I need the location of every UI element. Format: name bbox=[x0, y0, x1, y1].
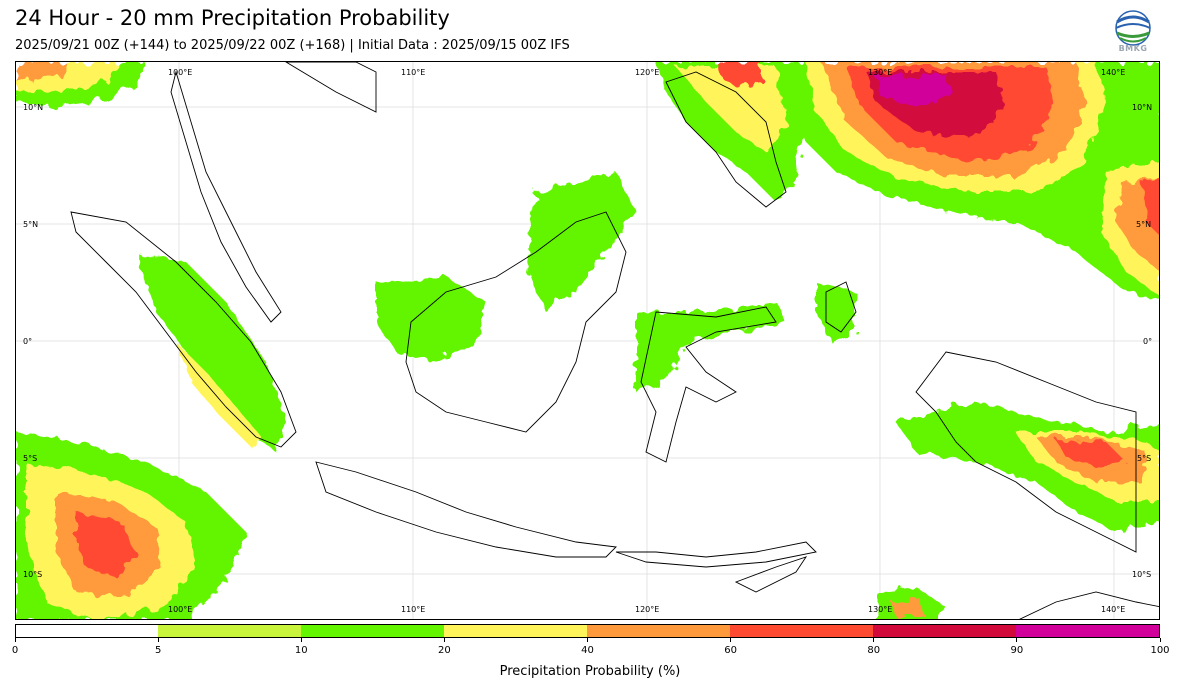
lat-label-left-0: 0° bbox=[23, 337, 33, 346]
logo-text: BMKG bbox=[1118, 44, 1148, 53]
field-sumatra-green bbox=[136, 252, 286, 452]
field-sw-red bbox=[76, 512, 136, 577]
lon-label-top-140: 140°E bbox=[1101, 68, 1126, 77]
coast-halmahera bbox=[825, 281, 857, 333]
lon-label-bottom-110: 110°E bbox=[401, 605, 426, 614]
field-sulawesi-green bbox=[636, 302, 786, 392]
colorbar-segment bbox=[873, 625, 1016, 637]
lon-label-top-110: 110°E bbox=[401, 68, 426, 77]
field-nw-orange bbox=[16, 62, 66, 80]
coast-philippines bbox=[665, 71, 787, 208]
coast-australia bbox=[1019, 591, 1159, 619]
field-maluku-green bbox=[816, 282, 856, 342]
coastlines bbox=[70, 62, 1159, 619]
colorbar-tick-mark bbox=[300, 638, 302, 642]
colorbar-tick-label: 100 bbox=[1150, 645, 1170, 656]
colorbar-tick-label: 0 bbox=[11, 645, 19, 656]
lat-label-right-10n: 10°N bbox=[1132, 103, 1153, 112]
colorbar-tick-label: 60 bbox=[724, 645, 737, 656]
field-borneo-n-green bbox=[526, 172, 636, 312]
colorbar-segment bbox=[158, 625, 301, 637]
lat-label-right-5n: 5°N bbox=[1136, 220, 1152, 229]
lon-label-bottom-140: 140°E bbox=[1101, 605, 1126, 614]
lon-label-top-130: 130°E bbox=[868, 68, 893, 77]
field-timor-orange bbox=[891, 600, 926, 617]
coast-borneo bbox=[405, 211, 627, 433]
coast-indochina bbox=[285, 62, 377, 113]
lon-label-top-120: 120°E bbox=[635, 68, 660, 77]
lon-label-bottom-130: 130°E bbox=[868, 605, 893, 614]
field-ph-red bbox=[716, 62, 761, 87]
colorbar-tick-mark bbox=[873, 638, 875, 642]
colorbar bbox=[15, 624, 1160, 638]
colorbar-tick-mark bbox=[587, 638, 588, 642]
colorbar-label: Precipitation Probability (%) bbox=[499, 664, 681, 679]
lat-label-right-0: 0° bbox=[1143, 337, 1153, 346]
lat-label-left-5s: 5°S bbox=[23, 454, 38, 463]
colorbar-tick-label: 20 bbox=[438, 645, 451, 656]
colorbar-segment bbox=[444, 625, 587, 637]
colorbar-segment bbox=[587, 625, 730, 637]
field-papua-red bbox=[1056, 440, 1126, 467]
coast-malay-peninsula bbox=[170, 70, 282, 323]
colorbar-tick-label: 40 bbox=[581, 645, 594, 656]
lat-label-left-10s: 10°S bbox=[23, 570, 43, 579]
colorbar-segment bbox=[730, 625, 873, 637]
colorbar-tick-label: 90 bbox=[1010, 645, 1024, 656]
coast-sumatra bbox=[70, 211, 297, 448]
colorbar-tick-mark bbox=[443, 638, 445, 642]
colorbar-tick-label: 80 bbox=[867, 645, 881, 656]
colorbar-segment bbox=[301, 625, 444, 637]
lat-label-left-10n: 10°N bbox=[23, 103, 44, 112]
lon-label-top-100: 100°E bbox=[168, 68, 193, 77]
lon-label-bottom-120: 120°E bbox=[635, 605, 660, 614]
colorbar-segment bbox=[16, 625, 158, 637]
lon-label-bottom-100: 100°E bbox=[168, 605, 193, 614]
colorbar-tick-mark bbox=[1159, 638, 1161, 642]
field-east-red bbox=[1141, 177, 1159, 235]
lat-label-right-10s: 10°S bbox=[1132, 570, 1152, 579]
coast-papua bbox=[915, 351, 1137, 553]
lat-label-left-5n: 5°N bbox=[23, 220, 39, 229]
colorbar-tick-mark bbox=[14, 638, 16, 642]
colorbar-tick-mark bbox=[730, 638, 732, 642]
coast-timor bbox=[734, 556, 808, 593]
precipitation-map: 100°E 110°E 120°E 130°E 140°E 100°E 110°… bbox=[15, 61, 1160, 620]
map-subtitle: 2025/09/21 00Z (+144) to 2025/09/22 00Z … bbox=[15, 38, 570, 53]
colorbar-tick-mark bbox=[157, 638, 159, 642]
colorbar-segment bbox=[1016, 625, 1159, 637]
field-ph-yellow bbox=[676, 67, 786, 152]
lat-label-right-5s: 5°S bbox=[1137, 454, 1152, 463]
coast-sulawesi bbox=[640, 306, 777, 463]
coast-nusa-tenggara bbox=[615, 541, 817, 568]
probability-field bbox=[16, 62, 1159, 619]
map-title: 24 Hour - 20 mm Precipitation Probabilit… bbox=[15, 6, 450, 30]
colorbar-tick-label: 10 bbox=[294, 645, 308, 656]
bmkg-logo-icon bbox=[1115, 10, 1151, 46]
colorbar-tick-mark bbox=[1016, 638, 1018, 642]
field-ne-magenta bbox=[876, 74, 951, 107]
field-borneo-green bbox=[376, 277, 486, 362]
colorbar-tick-label: 5 bbox=[154, 645, 162, 656]
coast-java bbox=[315, 461, 617, 558]
map-layer bbox=[16, 62, 1159, 619]
